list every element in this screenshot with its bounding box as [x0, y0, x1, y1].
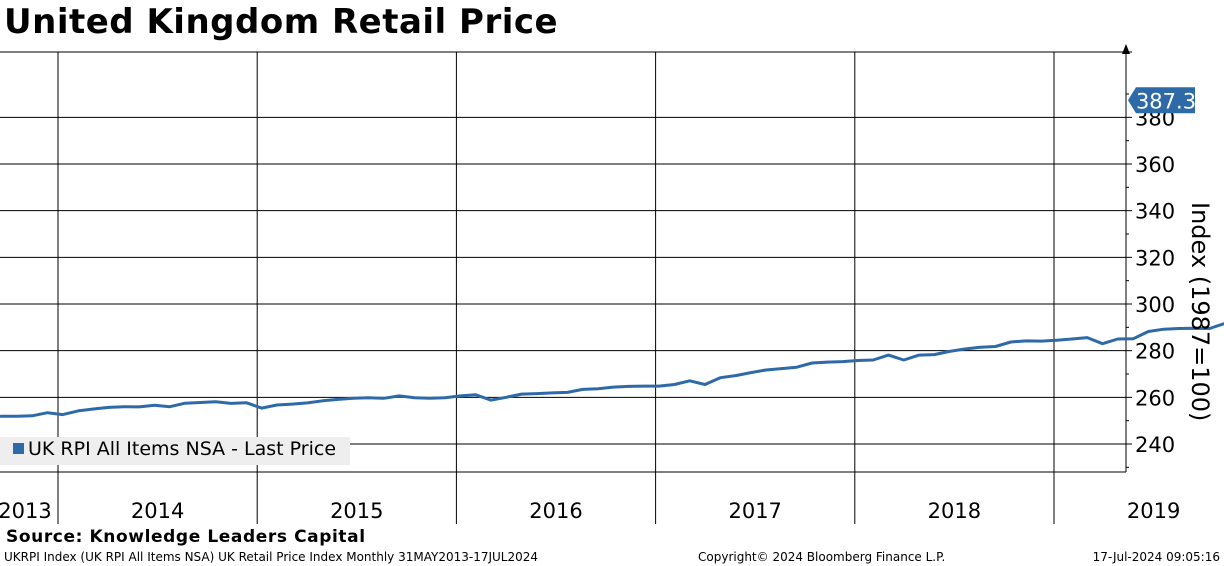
xtick-label-2019: 2019 — [1127, 499, 1180, 523]
legend-swatch — [13, 443, 24, 454]
source-text: Source: Knowledge Leaders Capital — [6, 527, 366, 547]
series-line-0 — [0, 322, 1224, 418]
footer-copyright: Copyright© 2024 Bloomberg Finance L.P. — [698, 550, 946, 564]
xtick-label-2015: 2015 — [330, 499, 383, 523]
xtick-label-2017: 2017 — [728, 499, 781, 523]
ytick-label-320: 320 — [1135, 246, 1175, 270]
last-value-badge — [1128, 87, 1195, 114]
xtick-label-2013: 2013 — [0, 499, 52, 523]
last-value-label: 387.3 — [1136, 89, 1196, 113]
ytick-label-340: 340 — [1135, 200, 1175, 224]
ytick-label-240: 240 — [1135, 433, 1175, 457]
footer-timestamp: 17-Jul-2024 09:05:16 — [1092, 550, 1220, 564]
series-layer — [0, 322, 1224, 418]
xtick-label-2014: 2014 — [131, 499, 184, 523]
ytick-label-280: 280 — [1135, 340, 1175, 364]
ytick-label-300: 300 — [1135, 293, 1175, 317]
axes — [0, 44, 1132, 473]
y-axis-label: Index (1987=100) — [1186, 202, 1214, 422]
y-axis-arrow — [1122, 44, 1130, 54]
chart-title: United Kingdom Retail Price — [4, 2, 559, 42]
footer-meta: UKRPI Index (UK RPI All Items NSA) UK Re… — [4, 550, 539, 564]
last-value-badge-group: 387.3 — [1128, 87, 1196, 114]
xtick-label-2018: 2018 — [928, 499, 981, 523]
ytick-label-360: 360 — [1135, 153, 1175, 177]
ytick-label-260: 260 — [1135, 386, 1175, 410]
xtick-label-2016: 2016 — [529, 499, 582, 523]
legend-label: UK RPI All Items NSA - Last Price — [28, 438, 337, 460]
legend: UK RPI All Items NSA - Last Price — [0, 437, 350, 465]
